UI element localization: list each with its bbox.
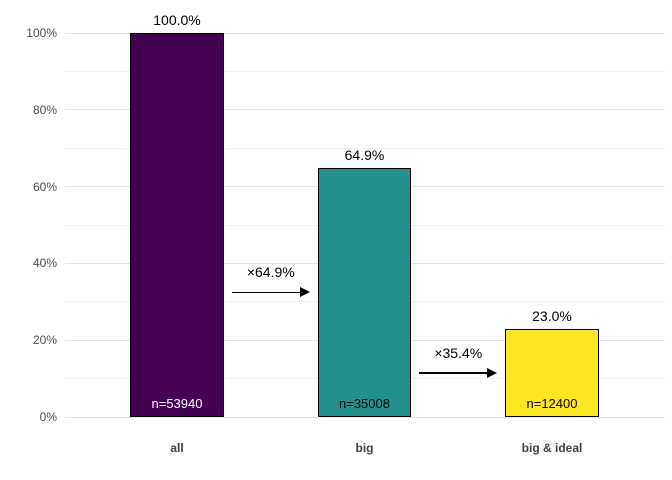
x-axis-category-label: big & ideal [521,441,583,455]
x-axis-category-label: all [170,441,184,455]
grid-line-minor [64,147,665,149]
y-axis-tick-label: 80% [32,102,57,117]
funnel-arrow-line [419,372,489,374]
funnel-bar [317,167,412,417]
funnel-arrow-line [231,291,301,294]
bar-count-label: n=53940 [151,396,203,411]
funnel-arrow-head [487,367,498,378]
grid-line-major [64,416,665,418]
funnel-arrow-head [299,287,310,298]
grid-line-minor [64,70,665,72]
funnel-bar [505,328,599,417]
bar-count-label: n=12400 [526,396,578,411]
y-axis-tick-label: 0% [39,410,57,424]
funnel-arrow-label: ×64.9% [246,264,295,281]
bar-value-label: 64.9% [344,146,385,163]
funnel-bar [130,33,224,417]
x-axis-category-label: big [355,441,374,455]
bar-value-label: 100.0% [153,12,201,28]
y-axis-tick-label: 100% [26,26,57,40]
grid-line-major [64,109,665,111]
bar-count-label: n=35008 [339,396,390,411]
y-axis-tick-label: 60% [32,179,57,194]
bar-value-label: 23.0% [532,307,572,324]
grid-line-major [64,32,665,34]
y-axis-tick-label: 40% [32,256,57,271]
y-axis-tick-label: 20% [32,333,57,348]
funnel-arrow-label: ×35.4% [434,344,483,361]
